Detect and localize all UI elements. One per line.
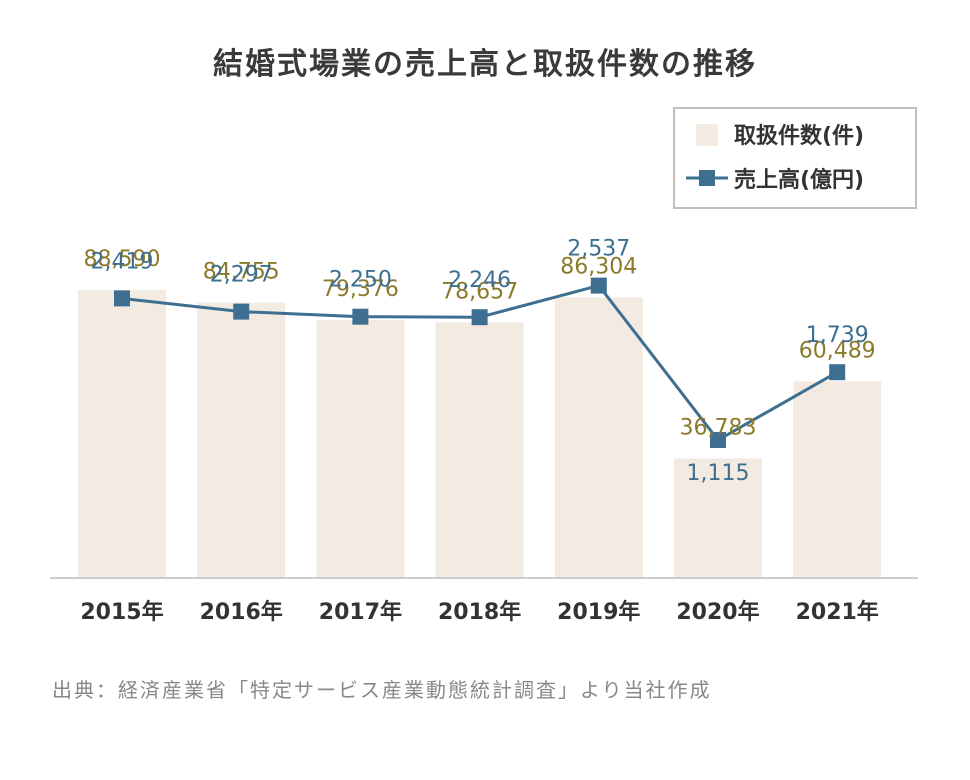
line-value-label: 1,115 bbox=[687, 461, 750, 486]
line-marker-2 bbox=[352, 308, 369, 325]
line-group bbox=[114, 277, 846, 448]
line-marker-3 bbox=[471, 309, 488, 326]
legend-bar-label: 取扱件数(件) bbox=[734, 123, 864, 149]
line-value-label: 2,537 bbox=[567, 237, 630, 262]
chart-title: 結婚式場業の売上高と取扱件数の推移 bbox=[213, 47, 757, 82]
line-marker-1 bbox=[233, 303, 250, 320]
bar-1 bbox=[197, 302, 286, 578]
bar-4 bbox=[554, 297, 643, 578]
legend-box bbox=[673, 107, 917, 209]
line-value-label: 2,250 bbox=[329, 268, 392, 293]
line-marker-0 bbox=[114, 290, 130, 307]
bar-value-label: 78,657 bbox=[441, 279, 518, 304]
line-value-label: 2,419 bbox=[91, 249, 154, 274]
bar-value-label: 88,590 bbox=[84, 247, 161, 272]
x-tick-label: 2018年 bbox=[438, 599, 521, 625]
ticks-group: 2015年 2016年 2017年 2018年 2019年 2020年 2021年 bbox=[80, 599, 878, 625]
legend: 取扱件数(件) 売上高(億円) bbox=[673, 107, 917, 209]
legend-bar-swatch bbox=[696, 124, 718, 146]
line-value-label: 1,739 bbox=[806, 323, 869, 348]
x-tick-label: 2021年 bbox=[796, 599, 879, 625]
x-tick-label: 2019年 bbox=[557, 599, 640, 625]
source-note: 出典：経済産業省「特定サービス産業動態統計調査」より当社作成 bbox=[52, 678, 712, 702]
bar-value-label: 36,783 bbox=[680, 415, 757, 440]
line-marker-4 bbox=[590, 277, 607, 294]
x-tick-label: 2020年 bbox=[676, 599, 759, 625]
bar-6 bbox=[793, 381, 882, 578]
bar-value-label: 79,376 bbox=[322, 277, 399, 302]
bar-value-label: 86,304 bbox=[560, 254, 637, 279]
x-tick-label: 2016年 bbox=[200, 599, 283, 625]
bar-value-label: 84,755 bbox=[203, 260, 280, 285]
bar-value-label: 60,489 bbox=[799, 338, 876, 363]
line-value-label: 2,297 bbox=[210, 263, 273, 288]
x-tick-label: 2015年 bbox=[80, 599, 163, 625]
bar-5 bbox=[674, 458, 762, 578]
legend-line-label: 売上高(億円) bbox=[734, 167, 864, 193]
line-value-label: 2,246 bbox=[448, 268, 511, 293]
x-tick-label: 2017年 bbox=[319, 599, 402, 625]
bar-2 bbox=[316, 320, 405, 578]
line-marker-5 bbox=[710, 432, 726, 448]
bar-0 bbox=[78, 290, 166, 578]
line-marker-6 bbox=[829, 364, 846, 381]
bar-3 bbox=[435, 322, 524, 578]
bars-group bbox=[78, 290, 882, 578]
legend-line-marker bbox=[699, 170, 715, 186]
